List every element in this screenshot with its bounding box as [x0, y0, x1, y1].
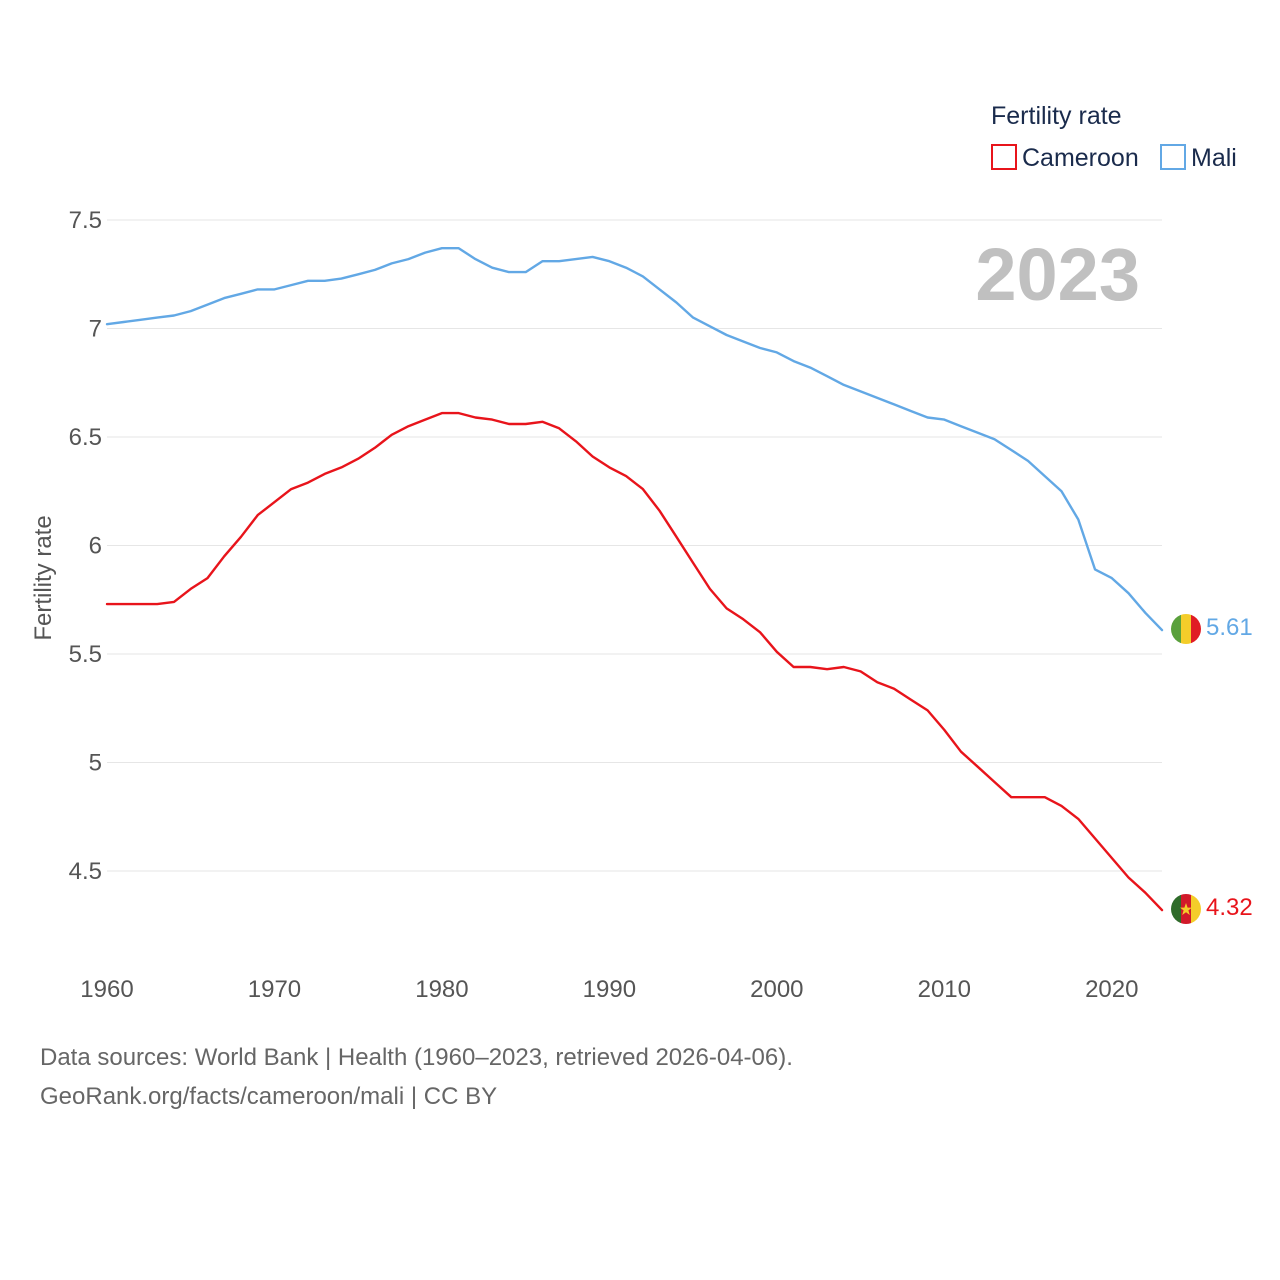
- x-tick-label: 1980: [415, 976, 468, 1003]
- gridlines: [107, 219, 1162, 872]
- source-url[interactable]: GeoRank.org/facts/cameroon/mali | CC BY: [40, 1083, 498, 1110]
- legend: Fertility rate Cameroon Mali: [991, 102, 1237, 172]
- mali-flag-icon: [1171, 614, 1201, 644]
- y-tick-label: 7: [89, 316, 102, 343]
- x-tick-label: 2010: [918, 976, 971, 1003]
- x-tick-label: 1990: [583, 976, 636, 1003]
- y-tick-label: 7.5: [69, 207, 102, 234]
- year-label: 2023: [975, 233, 1140, 316]
- x-tick-label: 1970: [248, 976, 301, 1003]
- y-axis-label: Fertility rate: [30, 515, 57, 640]
- y-tick-label: 5.5: [69, 641, 102, 668]
- legend-swatch-mali[interactable]: [1160, 144, 1186, 170]
- series-lines: [105, 246, 1164, 912]
- x-tick-label: 1960: [80, 976, 133, 1003]
- y-axis-ticks: 4.5 5 5.5 6 6.5 7 7.5: [69, 207, 102, 885]
- series-line-cameroon[interactable]: [105, 411, 1164, 912]
- series-line-mali[interactable]: [105, 246, 1164, 632]
- source-line: Data sources: World Bank | Health (1960–…: [40, 1044, 793, 1071]
- cameroon-flag-icon: [1171, 894, 1201, 924]
- x-tick-label: 2020: [1085, 976, 1138, 1003]
- legend-title: Fertility rate: [991, 102, 1122, 130]
- legend-label-mali[interactable]: Mali: [1191, 144, 1237, 172]
- x-tick-label: 2000: [750, 976, 803, 1003]
- x-axis-ticks: 1960 1970 1980 1990 2000 2010 2020: [80, 976, 1138, 1003]
- y-tick-label: 5: [89, 750, 102, 777]
- y-tick-label: 4.5: [69, 858, 102, 885]
- mali-end-value: 5.61: [1206, 614, 1253, 641]
- y-tick-label: 6: [89, 533, 102, 560]
- y-tick-label: 6.5: [69, 424, 102, 451]
- legend-swatch-cameroon[interactable]: [991, 144, 1017, 170]
- legend-label-cameroon[interactable]: Cameroon: [1022, 144, 1139, 172]
- cameroon-end-value: 4.32: [1206, 894, 1253, 921]
